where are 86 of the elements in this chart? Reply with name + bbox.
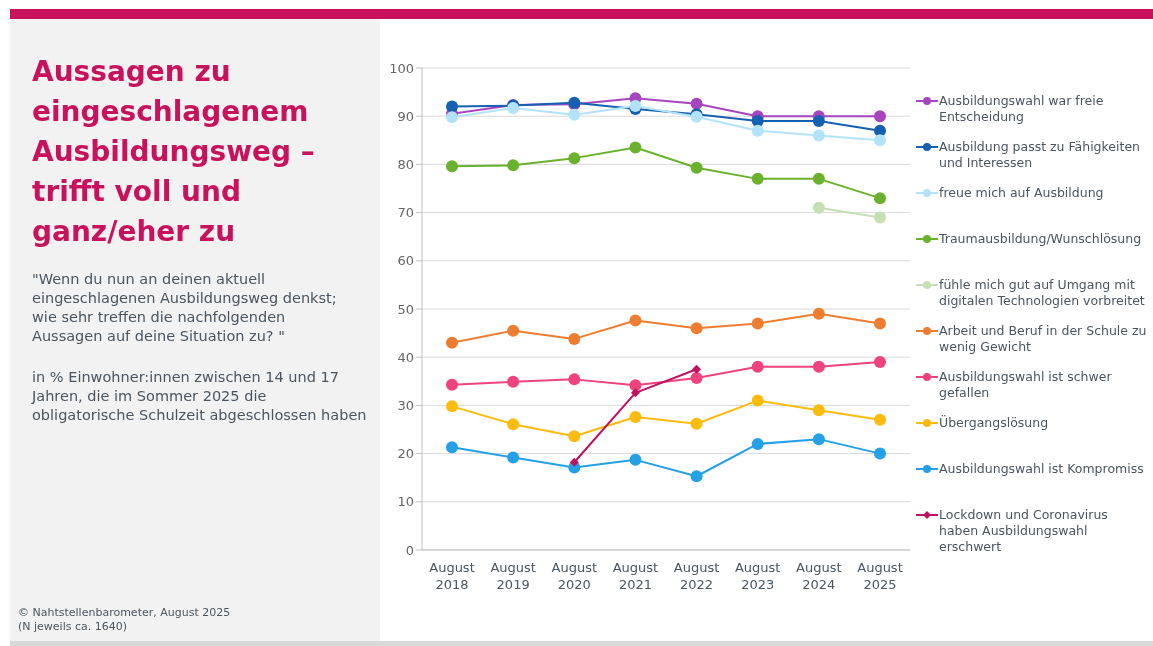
point bbox=[446, 111, 458, 124]
y-tick-label: 100 bbox=[389, 60, 414, 76]
x-tick-label: August 2025 bbox=[857, 560, 903, 592]
x-tick-label: August 2021 bbox=[612, 560, 659, 592]
point bbox=[812, 201, 825, 214]
point bbox=[568, 108, 581, 121]
point bbox=[812, 404, 825, 417]
point bbox=[874, 413, 886, 426]
point bbox=[507, 451, 520, 464]
point bbox=[568, 332, 581, 345]
point bbox=[812, 115, 825, 128]
y-tick-label: 70 bbox=[397, 205, 414, 221]
legend-label: fühle mich gut auf Umgang mit digitalen Technologien vorbreitet bbox=[939, 277, 1146, 309]
point bbox=[629, 410, 642, 423]
point bbox=[751, 437, 764, 450]
legend-label: Ausbildungswahl war freie Entscheidung bbox=[939, 93, 1105, 125]
y-tick-label: 40 bbox=[397, 349, 414, 365]
point bbox=[812, 360, 825, 373]
text: in % Einwohner:innen zwischen 14 und 17 Jahren, die im Sommer 2025 die obligatorische Schulzeit abgeschlossen haben bbox=[32, 368, 368, 425]
y-tick-label: 10 bbox=[397, 494, 414, 510]
text: Aussagen zu eingeschlagenem Ausbildungsweg – trifft voll und ganz/eher zu bbox=[32, 54, 316, 250]
point bbox=[446, 441, 458, 454]
point bbox=[874, 134, 886, 147]
point bbox=[446, 378, 458, 391]
point bbox=[812, 129, 825, 142]
legend-label: Traumausbildung/Wunschlösung bbox=[939, 231, 1142, 247]
x-tick-label: August 2024 bbox=[796, 560, 842, 592]
point bbox=[874, 317, 886, 330]
point bbox=[507, 324, 520, 337]
point bbox=[629, 453, 642, 466]
point bbox=[874, 447, 886, 460]
x-tick-label: August 2018 bbox=[429, 560, 475, 592]
y-tick-label: 50 bbox=[397, 301, 414, 317]
point bbox=[446, 400, 458, 413]
point bbox=[812, 433, 825, 446]
point bbox=[629, 314, 642, 327]
y-tick-label: 90 bbox=[397, 108, 414, 124]
point bbox=[751, 394, 764, 407]
point bbox=[630, 388, 640, 398]
point bbox=[690, 417, 703, 430]
legend-label: Arbeit und Beruf in der Schule zu wenig Gewicht bbox=[939, 323, 1148, 355]
text: (N jeweils ca. 1640) bbox=[18, 620, 128, 634]
legend-label: Ausbildungswahl ist schwer gefallen bbox=[939, 369, 1113, 401]
point bbox=[568, 373, 581, 386]
legend-label: freue mich auf Ausbildung bbox=[939, 185, 1104, 201]
point bbox=[446, 100, 458, 113]
y-tick-label: 60 bbox=[397, 253, 414, 269]
point bbox=[629, 141, 642, 154]
point bbox=[568, 152, 581, 165]
point bbox=[874, 211, 886, 224]
text: "Wenn du nun an deinen aktuell eingeschlagenen Ausbildungsweg denkst; wie sehr treffen die nachfolgenden Aussagen auf deine Situation zu? " bbox=[32, 270, 338, 346]
point bbox=[568, 430, 581, 443]
y-tick-label: 20 bbox=[397, 446, 414, 462]
point bbox=[690, 371, 703, 384]
point bbox=[751, 360, 764, 373]
point bbox=[874, 110, 886, 123]
point bbox=[751, 317, 764, 330]
x-tick-label: August 2020 bbox=[551, 560, 598, 592]
y-tick-label: 30 bbox=[397, 398, 414, 414]
point bbox=[690, 470, 703, 483]
point bbox=[812, 307, 825, 320]
x-tick-label: August 2022 bbox=[673, 560, 720, 592]
point bbox=[690, 161, 703, 174]
point bbox=[507, 418, 520, 431]
x-tick-label: August 2019 bbox=[490, 560, 536, 592]
legend-label: Lockdown und Coronavirus haben Ausbildungswahl erschwert bbox=[939, 507, 1109, 555]
x-tick-label: August 2023 bbox=[734, 560, 781, 592]
point bbox=[692, 364, 702, 374]
point bbox=[569, 457, 579, 467]
point bbox=[507, 159, 520, 172]
legend-label: Ausbildung passt zu Fähigkeiten und Interessen bbox=[939, 139, 1141, 171]
y-tick-label: 80 bbox=[397, 157, 414, 173]
legend-label: Ausbildungswahl ist Kompromiss bbox=[939, 461, 1144, 477]
point bbox=[812, 172, 825, 185]
point bbox=[751, 172, 764, 185]
y-tick-label: 0 bbox=[405, 542, 414, 558]
point bbox=[446, 160, 458, 173]
legend-label: Übergangslösung bbox=[939, 415, 1049, 431]
point bbox=[446, 336, 458, 349]
point bbox=[690, 322, 703, 335]
point bbox=[507, 375, 520, 388]
text: © Nahtstellenbarometer, August 2025 bbox=[18, 606, 231, 620]
point bbox=[874, 356, 886, 369]
point bbox=[751, 124, 764, 137]
point bbox=[690, 97, 703, 110]
point bbox=[874, 192, 886, 205]
